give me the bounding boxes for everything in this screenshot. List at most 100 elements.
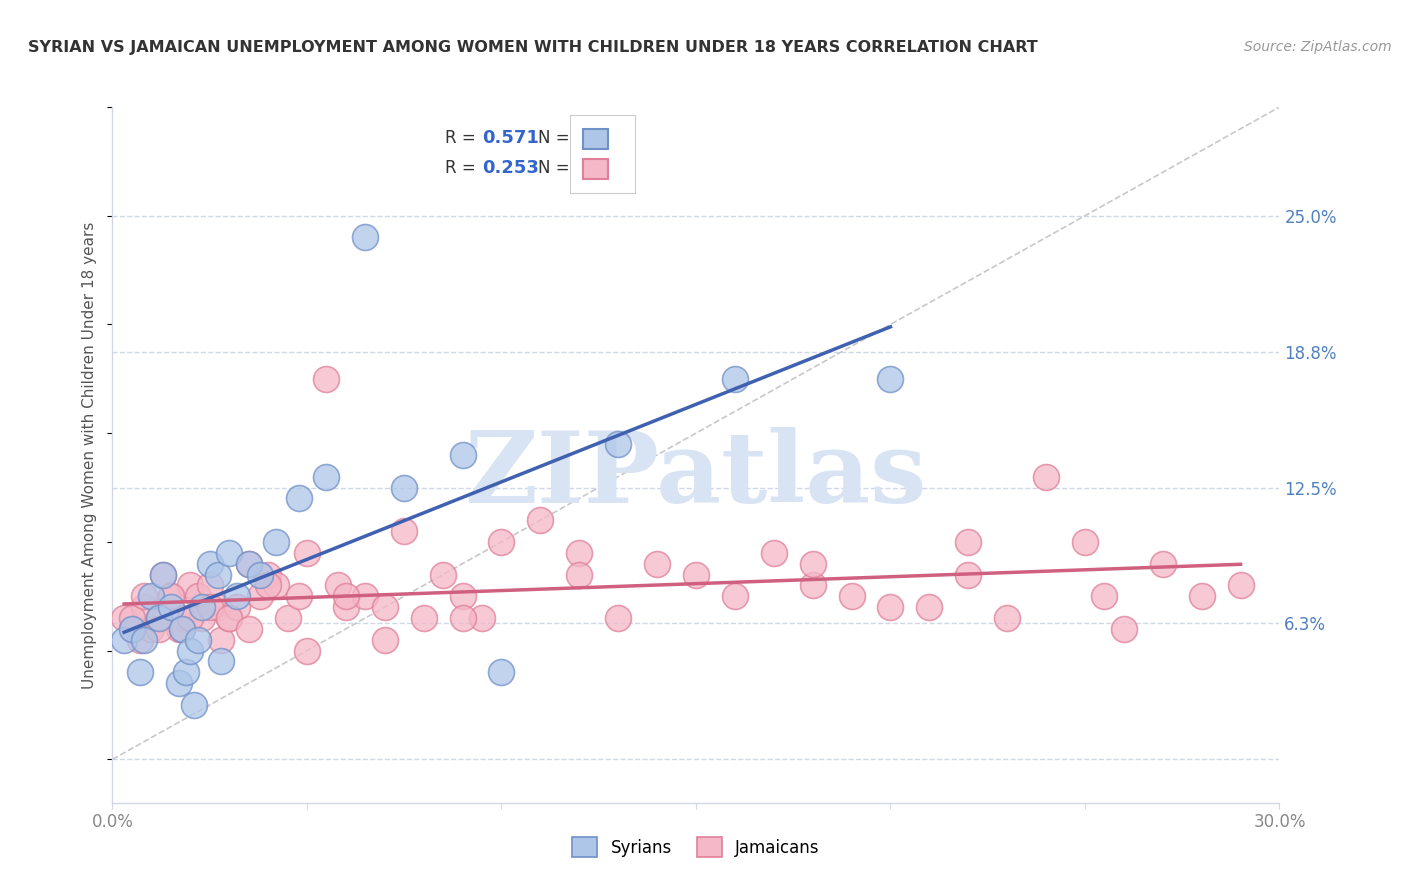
Text: SYRIAN VS JAMAICAN UNEMPLOYMENT AMONG WOMEN WITH CHILDREN UNDER 18 YEARS CORRELA: SYRIAN VS JAMAICAN UNEMPLOYMENT AMONG WO… <box>28 40 1038 55</box>
Point <box>121 622 143 636</box>
Point <box>315 469 337 483</box>
Point <box>568 546 591 560</box>
Point <box>1074 534 1097 549</box>
Point <box>471 611 494 625</box>
Point <box>335 600 357 615</box>
Point <box>288 589 311 603</box>
Y-axis label: Unemployment Among Women with Children Under 18 years: Unemployment Among Women with Children U… <box>82 221 97 689</box>
Text: ZIPatlas: ZIPatlas <box>465 427 927 524</box>
Point <box>198 578 221 592</box>
Point <box>160 600 183 615</box>
Point <box>160 589 183 603</box>
Point <box>288 491 311 506</box>
Point <box>183 698 205 712</box>
Point <box>176 665 198 680</box>
Point <box>295 643 318 657</box>
Point <box>315 372 337 386</box>
Point <box>191 600 214 615</box>
Point <box>276 611 298 625</box>
Point <box>257 578 280 592</box>
Point <box>264 578 287 592</box>
Point <box>432 567 454 582</box>
Point <box>148 622 170 636</box>
Point <box>957 567 980 582</box>
Point <box>451 611 474 625</box>
Point <box>141 622 163 636</box>
Point <box>112 611 135 625</box>
Text: N =: N = <box>538 129 575 147</box>
Point <box>1191 589 1213 603</box>
Point <box>568 567 591 582</box>
Point <box>335 589 357 603</box>
Point <box>801 557 824 571</box>
Point <box>198 557 221 571</box>
Point <box>172 622 194 636</box>
Point <box>152 567 174 582</box>
Point <box>529 513 551 527</box>
Point <box>957 534 980 549</box>
Text: 73: 73 <box>574 160 599 178</box>
Legend: Syrians, Jamaicans: Syrians, Jamaicans <box>565 830 827 864</box>
Point <box>207 567 229 582</box>
Point <box>179 611 201 625</box>
Point <box>179 578 201 592</box>
Point <box>451 448 474 462</box>
Point <box>1152 557 1174 571</box>
Point <box>879 372 901 386</box>
Point <box>724 372 747 386</box>
Point <box>167 676 190 690</box>
Point <box>179 643 201 657</box>
Point <box>191 611 214 625</box>
Point <box>374 632 396 647</box>
Point <box>249 567 271 582</box>
Point <box>762 546 785 560</box>
Point <box>152 567 174 582</box>
Point <box>187 589 209 603</box>
Point <box>112 632 135 647</box>
Point <box>879 600 901 615</box>
Point <box>995 611 1018 625</box>
Point <box>187 632 209 647</box>
Point <box>209 655 232 669</box>
Point <box>160 589 183 603</box>
Point <box>607 437 630 451</box>
Point <box>257 567 280 582</box>
Point <box>132 589 155 603</box>
Point <box>238 557 260 571</box>
Text: R =: R = <box>446 160 481 178</box>
Point <box>491 534 513 549</box>
Text: 32: 32 <box>574 129 599 147</box>
Text: Source: ZipAtlas.com: Source: ZipAtlas.com <box>1244 40 1392 54</box>
Point <box>326 578 349 592</box>
Point <box>172 611 194 625</box>
Point <box>645 557 668 571</box>
Point <box>1229 578 1251 592</box>
Point <box>801 578 824 592</box>
Point <box>685 567 707 582</box>
Point <box>226 600 249 615</box>
Point <box>491 665 513 680</box>
Point <box>121 611 143 625</box>
Point <box>249 589 271 603</box>
Point <box>198 600 221 615</box>
Point <box>238 622 260 636</box>
Point <box>394 524 416 538</box>
Point <box>148 611 170 625</box>
Point <box>121 622 143 636</box>
Point <box>354 230 377 244</box>
Point <box>1094 589 1116 603</box>
Point <box>374 600 396 615</box>
Point <box>209 632 232 647</box>
Point <box>412 611 434 625</box>
Point <box>264 534 287 549</box>
Text: 0.571: 0.571 <box>482 129 540 147</box>
Point <box>218 611 240 625</box>
Point <box>132 632 155 647</box>
Point <box>354 589 377 603</box>
Point <box>218 611 240 625</box>
Point <box>1035 469 1057 483</box>
Text: N =: N = <box>538 160 575 178</box>
Point <box>128 665 150 680</box>
Point <box>128 632 150 647</box>
Point <box>218 546 240 560</box>
